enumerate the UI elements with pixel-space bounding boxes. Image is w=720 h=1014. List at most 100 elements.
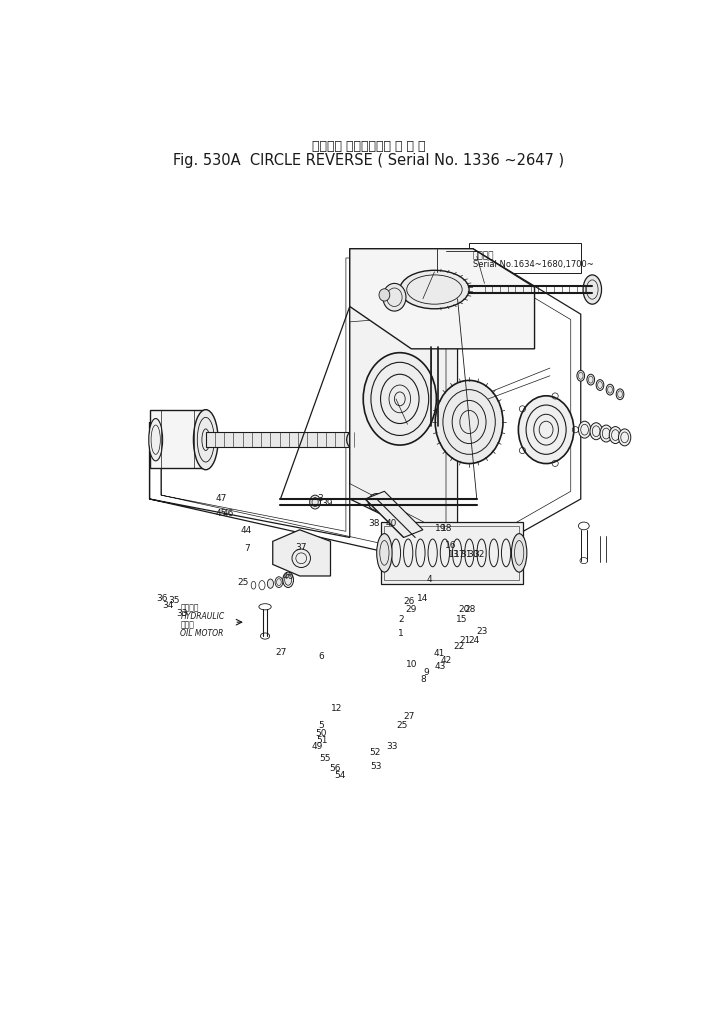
Ellipse shape: [577, 370, 585, 381]
Text: 7: 7: [245, 545, 251, 554]
Ellipse shape: [618, 429, 631, 446]
Text: 8: 8: [420, 674, 426, 683]
Text: 22: 22: [454, 642, 465, 651]
Polygon shape: [357, 435, 408, 444]
Text: 33: 33: [386, 742, 397, 750]
Text: 35: 35: [168, 596, 180, 604]
Ellipse shape: [363, 353, 436, 445]
Polygon shape: [206, 432, 357, 447]
Ellipse shape: [377, 533, 392, 572]
Ellipse shape: [511, 533, 527, 572]
Ellipse shape: [275, 577, 283, 587]
Text: 5: 5: [318, 721, 324, 730]
Text: 32: 32: [473, 550, 485, 559]
Text: 4: 4: [427, 576, 432, 584]
Ellipse shape: [518, 395, 574, 463]
Polygon shape: [150, 411, 206, 468]
Text: オイル: オイル: [180, 621, 194, 630]
Text: 56: 56: [329, 764, 341, 773]
Ellipse shape: [383, 283, 406, 311]
Ellipse shape: [435, 380, 503, 463]
Ellipse shape: [267, 579, 274, 588]
Polygon shape: [381, 522, 523, 584]
Text: 24: 24: [469, 636, 480, 645]
Bar: [469, 243, 581, 273]
Text: 46: 46: [222, 509, 234, 518]
Text: 12: 12: [330, 704, 342, 713]
Text: 15: 15: [456, 614, 467, 624]
Text: 49: 49: [311, 742, 323, 750]
Text: 54: 54: [335, 772, 346, 781]
Text: 40: 40: [385, 519, 397, 528]
Text: 34: 34: [163, 601, 174, 610]
Ellipse shape: [616, 389, 624, 400]
Text: OIL MOTOR: OIL MOTOR: [180, 630, 224, 638]
Text: 44: 44: [240, 526, 251, 535]
Text: 19: 19: [435, 524, 446, 533]
Ellipse shape: [578, 421, 590, 438]
Ellipse shape: [583, 275, 601, 304]
Ellipse shape: [600, 425, 612, 442]
Text: Serial No.1634~1680,1700~: Serial No.1634~1680,1700~: [473, 261, 594, 270]
Text: 53: 53: [371, 763, 382, 771]
Text: 41: 41: [433, 649, 444, 658]
Ellipse shape: [194, 410, 218, 469]
Text: 16: 16: [445, 541, 456, 551]
Text: 29: 29: [405, 605, 416, 614]
Text: 17: 17: [454, 550, 466, 559]
Text: ハイドロ: ハイドロ: [180, 603, 199, 612]
Ellipse shape: [590, 423, 603, 440]
Polygon shape: [365, 491, 423, 537]
Text: 9: 9: [424, 667, 430, 676]
Text: 25: 25: [237, 578, 248, 587]
Text: 42: 42: [441, 656, 451, 665]
Text: 45: 45: [216, 509, 228, 518]
Text: 52: 52: [369, 748, 380, 757]
Text: 46: 46: [282, 572, 294, 581]
Text: 39: 39: [321, 499, 333, 508]
Text: 37: 37: [296, 544, 307, 553]
Ellipse shape: [346, 429, 368, 450]
Text: 27: 27: [275, 648, 287, 657]
Ellipse shape: [609, 427, 621, 443]
Text: 50: 50: [315, 728, 326, 737]
Ellipse shape: [596, 379, 604, 390]
Text: 2: 2: [398, 615, 404, 625]
Ellipse shape: [400, 271, 469, 309]
Ellipse shape: [283, 572, 294, 587]
Ellipse shape: [310, 495, 320, 509]
Text: 1: 1: [398, 629, 404, 638]
Text: 30: 30: [467, 550, 478, 559]
Text: 14: 14: [417, 594, 428, 603]
Text: 55: 55: [319, 753, 330, 763]
Text: 47: 47: [216, 494, 228, 503]
Text: サークル リバース（適 用 号 機: サークル リバース（適 用 号 機: [312, 140, 426, 153]
Text: 38: 38: [368, 519, 379, 528]
Ellipse shape: [606, 384, 614, 395]
Text: 43: 43: [434, 662, 446, 671]
Text: 27: 27: [403, 712, 415, 721]
Text: 36: 36: [156, 594, 168, 603]
Text: 28: 28: [465, 605, 476, 614]
Text: HYDRAULIC: HYDRAULIC: [180, 612, 225, 622]
Text: 31: 31: [460, 550, 472, 559]
Text: 25: 25: [397, 721, 408, 730]
Text: 3: 3: [317, 494, 323, 503]
Polygon shape: [350, 248, 534, 349]
Text: Fig. 530A  CIRCLE REVERSE ( Serial No. 1336 ~2647 ): Fig. 530A CIRCLE REVERSE ( Serial No. 13…: [174, 153, 564, 167]
Text: 33: 33: [176, 609, 187, 619]
Ellipse shape: [368, 494, 385, 510]
Text: 21: 21: [460, 636, 471, 645]
Ellipse shape: [149, 419, 163, 461]
Text: 20: 20: [459, 605, 470, 614]
Text: 13: 13: [448, 550, 459, 559]
Text: 51: 51: [317, 736, 328, 745]
Text: 10: 10: [406, 660, 418, 669]
Ellipse shape: [379, 289, 390, 301]
Polygon shape: [273, 529, 330, 576]
Ellipse shape: [587, 374, 595, 385]
Text: 6: 6: [318, 652, 324, 661]
Text: 18: 18: [441, 524, 453, 533]
Text: 23: 23: [477, 627, 487, 636]
Text: 26: 26: [403, 596, 415, 605]
